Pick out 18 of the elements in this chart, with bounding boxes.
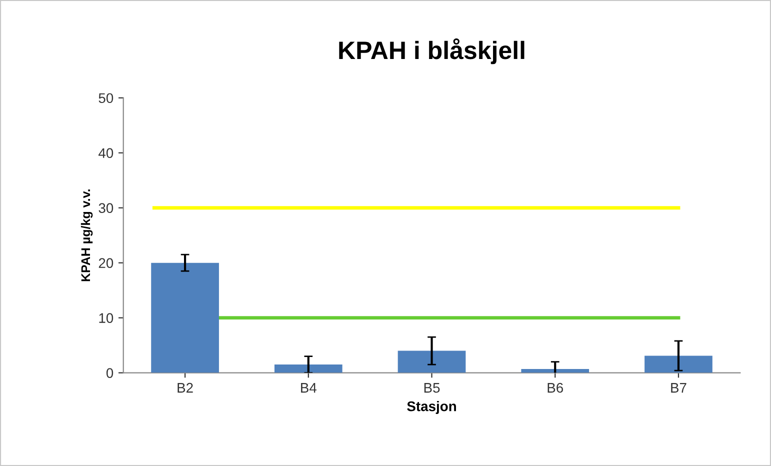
y-tick-label: 50: [98, 93, 114, 104]
bar: [644, 356, 712, 373]
x-tick-label: B4: [301, 383, 316, 393]
chart-title: KPAH i blåskjell: [339, 38, 524, 64]
x-tick-label: B6: [548, 382, 564, 393]
bar: [151, 262, 219, 373]
y-tick-label: 0: [106, 368, 114, 378]
x-tick-label: B5: [424, 383, 440, 393]
bar: [398, 350, 466, 373]
x-tick-label: B7: [671, 383, 686, 393]
y-tick-label: 20: [98, 258, 114, 268]
x-tick-label: B2: [178, 382, 193, 393]
y-tick-label: 40: [98, 148, 114, 158]
y-tick-label: 30: [98, 203, 114, 214]
y-tick-label: 10: [99, 313, 114, 323]
bar: [274, 364, 342, 373]
x-axis-title: Stasjon: [407, 401, 456, 414]
y-axis-title: KPAH µg/kg v.v.: [80, 190, 93, 282]
